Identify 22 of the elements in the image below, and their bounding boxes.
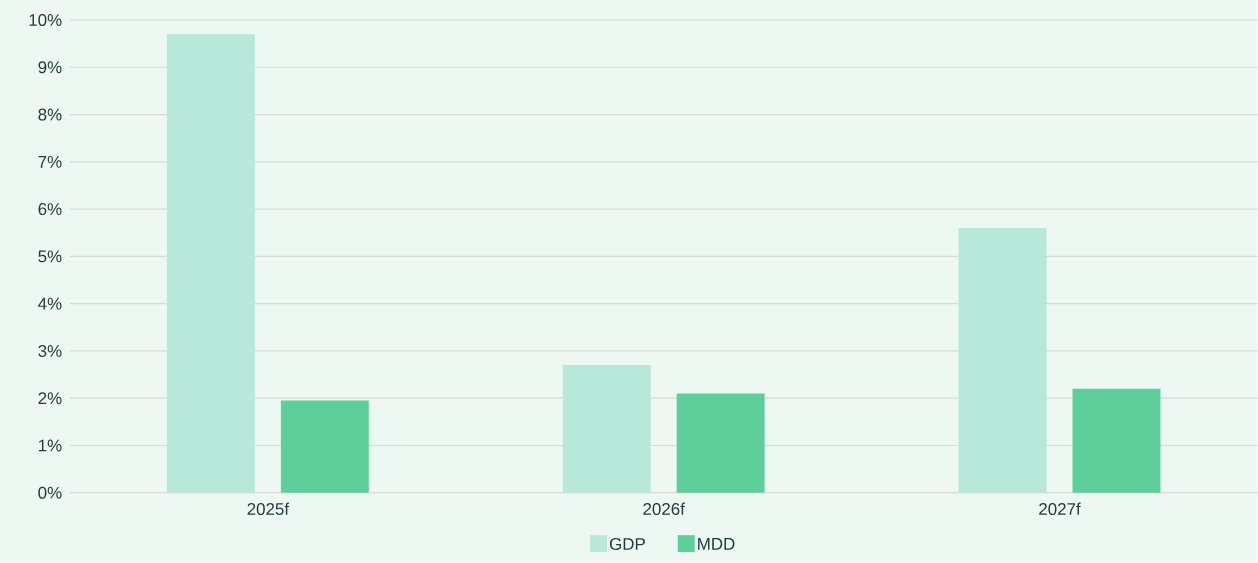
x-tick-label: 2027f [1039, 502, 1081, 516]
y-tick-label: 10% [29, 14, 62, 27]
y-tick-label: 2% [38, 392, 62, 405]
y-tick-label: 6% [38, 203, 62, 216]
x-tick-label: 2025f [247, 502, 290, 516]
bar [280, 400, 369, 493]
legend-label: GDP [609, 538, 645, 551]
y-tick-label: 0% [38, 486, 62, 499]
y-tick-label: 5% [38, 250, 62, 263]
bar [562, 365, 651, 493]
legend-label: MDD [698, 538, 735, 550]
bar [676, 393, 765, 493]
y-tick-label: 1% [38, 439, 62, 452]
bar [1072, 388, 1161, 493]
x-tick-label: 2026f [643, 502, 685, 516]
y-tick-label: 3% [38, 345, 62, 358]
y-tick-label: 8% [38, 108, 62, 121]
y-tick-label: 9% [38, 61, 62, 74]
bar [166, 34, 255, 493]
y-tick-label: 7% [38, 156, 62, 168]
y-tick-label: 4% [38, 297, 62, 310]
bar [958, 228, 1047, 493]
